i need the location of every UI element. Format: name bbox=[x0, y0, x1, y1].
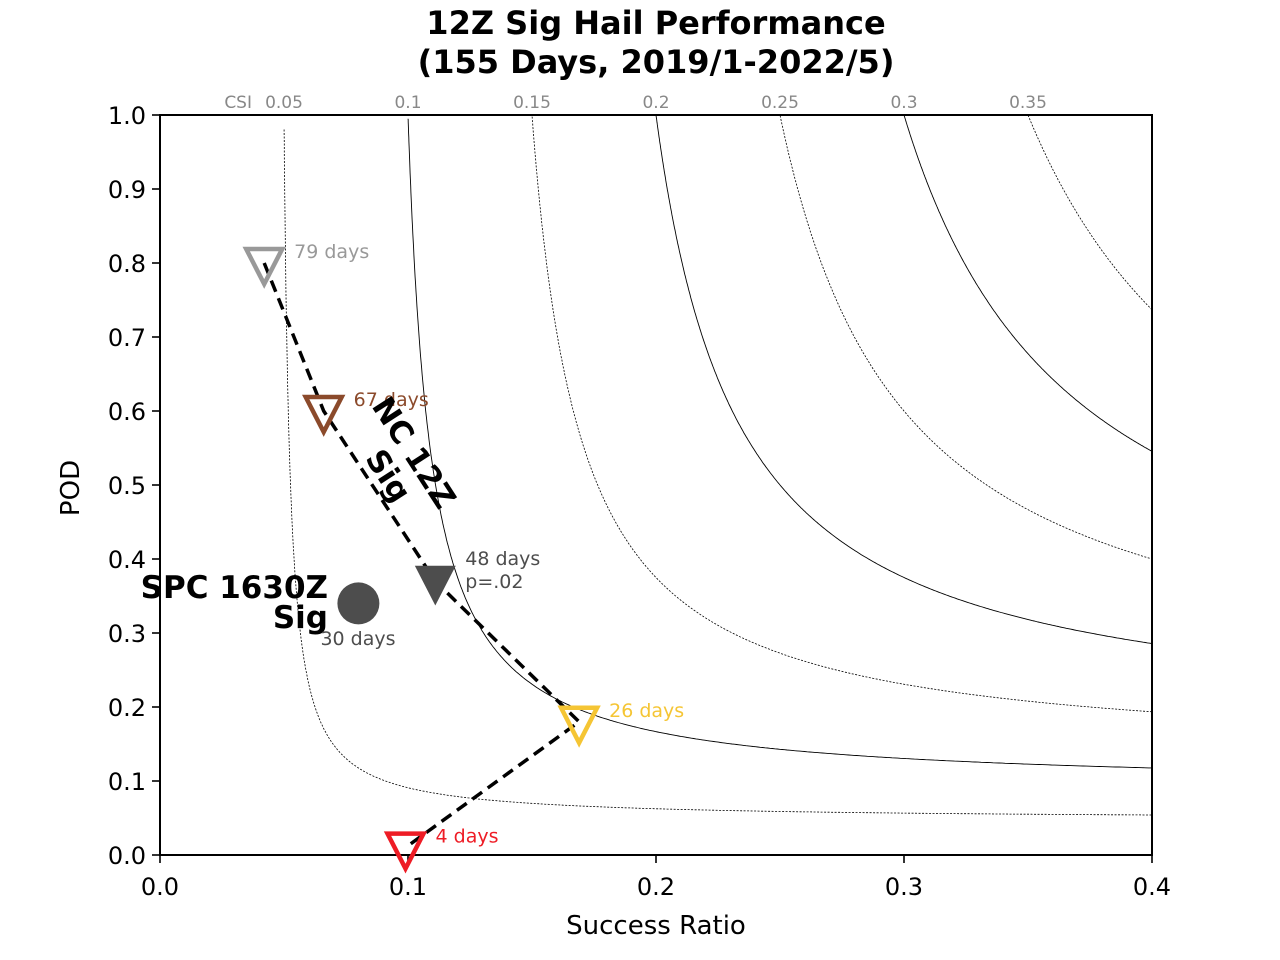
csi-contour-0.1 bbox=[407, 118, 1152, 769]
nc-point-label: 48 days bbox=[465, 548, 540, 570]
y-tick-label: 0.2 bbox=[108, 694, 146, 722]
nc-point-marker bbox=[383, 831, 428, 874]
csi-contour-0.2 bbox=[655, 115, 1152, 645]
chart-subtitle: (155 Days, 2019/1-2022/5) bbox=[418, 43, 895, 81]
x-tick-label: 0.2 bbox=[637, 873, 675, 901]
plot-frame bbox=[159, 114, 1153, 856]
csi-label-0.15: 0.15 bbox=[513, 93, 551, 113]
spc-point-label: 30 days bbox=[320, 628, 395, 650]
y-tick-label: 0.9 bbox=[108, 176, 146, 204]
x-tick-label: 0.4 bbox=[1133, 873, 1171, 901]
y-tick-label: 0.5 bbox=[108, 472, 146, 500]
x-tick-label: 0.0 bbox=[141, 873, 179, 901]
csi-label-0.05: 0.05 bbox=[265, 93, 303, 113]
nc-point-label: 79 days bbox=[294, 241, 369, 263]
csi-label-0.2: 0.2 bbox=[642, 93, 669, 113]
x-axis-label: Success Ratio bbox=[566, 911, 746, 941]
csi-label-0.25: 0.25 bbox=[761, 93, 799, 113]
y-axis: 0.0 0.1 0.2 0.3 0.4 0.5 0.6 0.7 0.8 0.9 1.0 bbox=[108, 102, 160, 870]
csi-label-0.3: 0.3 bbox=[890, 93, 917, 113]
y-axis-label: POD bbox=[56, 460, 86, 516]
y-tick-label: 0.4 bbox=[108, 546, 146, 574]
nc-point-marker bbox=[302, 394, 346, 437]
csi-label-0.35: 0.35 bbox=[1009, 93, 1047, 113]
nc-point-marker bbox=[414, 565, 456, 606]
spc-point-marker bbox=[337, 582, 380, 625]
csi-contour-0.3 bbox=[903, 115, 1152, 452]
nc-point-label: 4 days bbox=[436, 826, 499, 848]
x-tick-label: 0.3 bbox=[885, 873, 923, 901]
csi-contours bbox=[283, 115, 1152, 816]
y-tick-label: 0.3 bbox=[108, 620, 146, 648]
nc-point-marker bbox=[557, 705, 601, 748]
x-axis: 0.0 0.1 0.2 0.3 0.4 bbox=[141, 855, 1171, 901]
csi-contour-0.15 bbox=[531, 116, 1152, 713]
y-tick-label: 0.8 bbox=[108, 250, 146, 278]
nc-series-name: NC 12Z Sig bbox=[336, 391, 469, 543]
y-tick-label: 0.0 bbox=[108, 842, 146, 870]
x-tick-label: 0.1 bbox=[389, 873, 427, 901]
y-tick-label: 0.1 bbox=[108, 768, 146, 796]
nc-point-label: 67 days bbox=[354, 389, 429, 411]
nc-point-label: 26 days bbox=[609, 700, 684, 722]
nc-point-marker bbox=[242, 246, 286, 289]
csi-contour-0.25 bbox=[779, 115, 1152, 560]
spc-point-name-line-1: SPC 1630Z bbox=[141, 570, 328, 606]
nc-series-markers bbox=[242, 246, 601, 874]
csi-contour-0.05 bbox=[283, 129, 1152, 816]
y-tick-label: 0.6 bbox=[108, 398, 146, 426]
nc-point-label-extra: p=.02 bbox=[465, 571, 523, 593]
chart-title: 12Z Sig Hail Performance bbox=[426, 4, 885, 42]
spc-point-name-line-2: Sig bbox=[273, 600, 328, 636]
csi-label-0.1: 0.1 bbox=[394, 93, 421, 113]
csi-contour-labels: 0.05 0.1 0.15 0.2 0.25 0.3 0.35 CSI bbox=[224, 93, 1047, 113]
csi-contour-0.35 bbox=[1027, 115, 1152, 311]
y-tick-label: 1.0 bbox=[108, 102, 146, 130]
csi-prefix-label: CSI bbox=[224, 93, 252, 113]
y-tick-label: 0.7 bbox=[108, 324, 146, 352]
